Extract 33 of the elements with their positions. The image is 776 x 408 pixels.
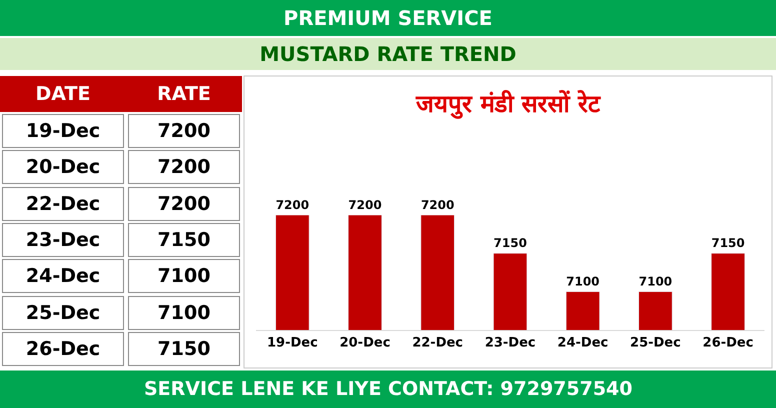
text: DATE: [36, 83, 90, 105]
text: 25-Dec: [26, 302, 100, 324]
data-label: 7200: [420, 198, 454, 212]
x-tick-label: 22-Dec: [412, 336, 464, 351]
annotation: SERVICE LENE KE LIYE CONTACT: 9729757540: [144, 378, 632, 400]
x-tick-label: 24-Dec: [557, 336, 608, 351]
x-tick-label: 23-Dec: [484, 336, 536, 351]
text: RATE: [157, 83, 211, 105]
data-label: 7100: [638, 274, 672, 288]
x-tick-label: 26-Dec: [702, 336, 754, 351]
text: 7200: [158, 193, 210, 216]
text: 24-Dec: [26, 265, 100, 288]
data-label: 7150: [711, 236, 745, 250]
text: 7150: [158, 229, 210, 252]
text: 7100: [158, 302, 210, 324]
text: 23-Dec: [26, 229, 100, 252]
text: 7200: [158, 120, 210, 142]
x-tick-label: 19-Dec: [266, 336, 318, 351]
text: 20-Dec: [26, 156, 100, 178]
x-tick-label: 20-Dec: [340, 336, 390, 351]
data-label: 7200: [276, 198, 310, 212]
text: 7200: [158, 156, 210, 178]
x-tick-label: 25-Dec: [630, 336, 681, 351]
text: 19-Dec: [26, 120, 100, 142]
data-label: 7200: [348, 198, 382, 212]
chart-subtitle: MUSTARD RATE TREND: [260, 42, 516, 66]
text: 7100: [158, 265, 210, 288]
chart-title: PREMIUM SERVICE: [284, 6, 492, 30]
data-label: 7100: [566, 274, 600, 288]
data-label: 7150: [494, 236, 527, 250]
text: 22-Dec: [26, 193, 100, 216]
text: 7150: [158, 338, 210, 360]
text: जयपुर मंडी सरसों रेट: [415, 90, 602, 119]
